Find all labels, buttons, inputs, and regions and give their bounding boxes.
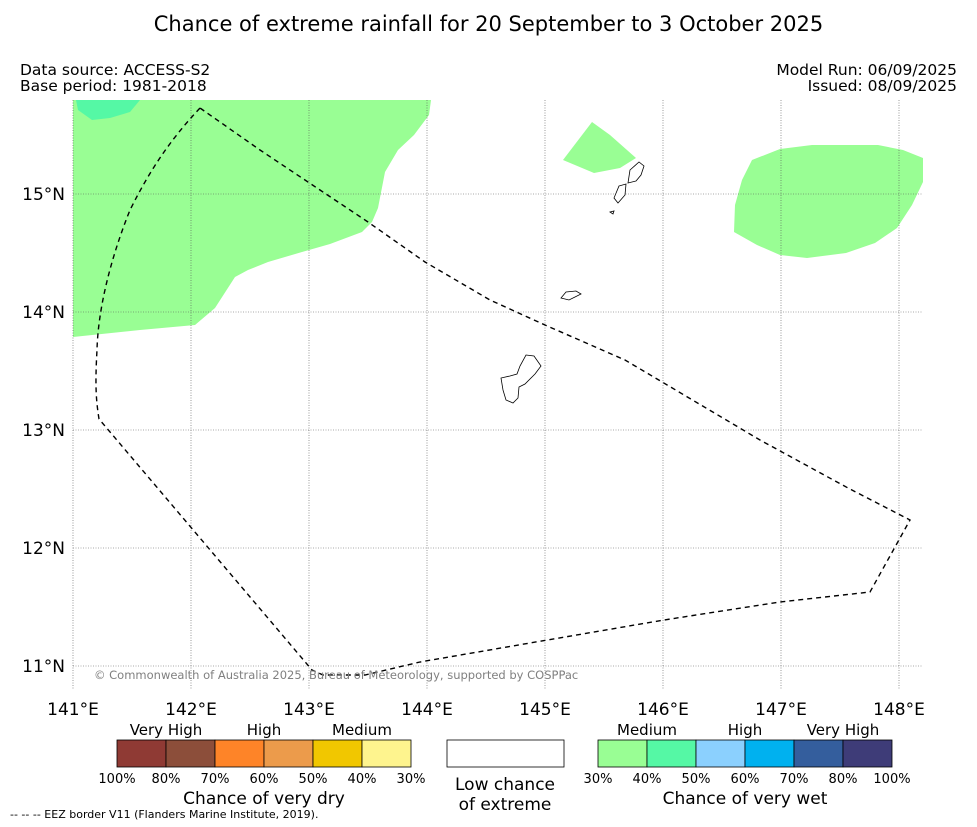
islands bbox=[500, 161, 645, 404]
gridlines bbox=[72, 100, 923, 690]
legend-dry-tick: 80% bbox=[152, 772, 181, 787]
legend-wet-tick: 80% bbox=[829, 772, 858, 787]
lat-label: 11°N bbox=[22, 657, 65, 677]
eez-footnote: -- -- -- EEZ border V11 (Flanders Marine… bbox=[10, 808, 319, 821]
lon-label: 141°E bbox=[47, 700, 99, 720]
legend-dry-swatch bbox=[312, 739, 363, 768]
legend-dry-header: Very High bbox=[130, 721, 203, 739]
lon-labels: 141°E 142°E 143°E 144°E 145°E 146°E 147°… bbox=[47, 700, 925, 720]
meta-left: Data source: ACCESS-S2 Base period: 1981… bbox=[20, 62, 210, 94]
island-aguijan bbox=[609, 210, 615, 215]
legend-low-swatch bbox=[446, 739, 565, 768]
legend-dry-header: High bbox=[247, 721, 281, 739]
model-run: Model Run: 06/09/2025 bbox=[776, 61, 957, 79]
map-title: Chance of extreme rainfall for 20 Septem… bbox=[153, 12, 824, 36]
legend-wet-swatch bbox=[646, 739, 697, 768]
wet-region-patch-high bbox=[76, 100, 140, 120]
wet-region-west bbox=[73, 100, 431, 337]
legend-wet-title: Chance of very wet bbox=[663, 789, 828, 809]
legend-wet-tick: 60% bbox=[731, 772, 760, 787]
lon-label: 148°E bbox=[873, 700, 925, 720]
wet-region-north bbox=[563, 122, 636, 173]
lon-label: 147°E bbox=[755, 700, 807, 720]
lat-label: 12°N bbox=[22, 539, 65, 559]
legend-dry-swatch bbox=[361, 739, 412, 768]
legend-wet-tick: 100% bbox=[873, 772, 910, 787]
legend-wet-tick: 40% bbox=[633, 772, 662, 787]
legend-wet-swatch bbox=[744, 739, 795, 768]
base-period: Base period: 1981-2018 bbox=[20, 77, 207, 95]
meta-right: Model Run: 06/09/2025 Issued: 08/09/2025 bbox=[776, 62, 957, 94]
data-source: Data source: ACCESS-S2 bbox=[20, 61, 211, 79]
map-panel: © Commonwealth of Australia 2025, Bureau… bbox=[72, 100, 923, 690]
legend-dry-tick: 60% bbox=[250, 772, 279, 787]
legend-wet-tick: 30% bbox=[584, 772, 613, 787]
legend-wet-tick: 70% bbox=[780, 772, 809, 787]
legend-wet-header: Medium bbox=[617, 721, 677, 739]
island-tinian bbox=[613, 183, 627, 204]
legend-dry-tick: 30% bbox=[397, 772, 426, 787]
legend-dry-swatch bbox=[214, 739, 265, 768]
legend-wet-swatch bbox=[695, 739, 746, 768]
legend-dry-swatch bbox=[116, 739, 167, 768]
island-rota bbox=[560, 290, 582, 301]
eez-border bbox=[95, 107, 911, 676]
lon-label: 143°E bbox=[283, 700, 335, 720]
legend-dry: Very High High Medium 100% 80% 70% 60% 50% 40… bbox=[98, 721, 425, 809]
copyright-notice: © Commonwealth of Australia 2025, Bureau… bbox=[94, 668, 578, 682]
legend-wet: Medium High Very High 30% 40% 50% 60% 70% 80%… bbox=[584, 721, 911, 809]
lon-label: 142°E bbox=[165, 700, 217, 720]
legend-dry-tick: 40% bbox=[348, 772, 377, 787]
lon-label: 146°E bbox=[637, 700, 689, 720]
legend-dry-swatch bbox=[165, 739, 216, 768]
legend-dry-header: Medium bbox=[332, 721, 392, 739]
island-saipan bbox=[627, 161, 645, 184]
issued-date: Issued: 08/09/2025 bbox=[807, 77, 957, 95]
legend-low-line2: of extreme bbox=[459, 795, 552, 815]
legend-dry-title: Chance of very dry bbox=[183, 789, 345, 809]
legend-wet-header: High bbox=[728, 721, 762, 739]
legend-dry-tick: 100% bbox=[98, 772, 135, 787]
legend-wet-tick: 50% bbox=[682, 772, 711, 787]
legend-dry-tick: 50% bbox=[299, 772, 328, 787]
lon-label: 145°E bbox=[519, 700, 571, 720]
lat-label: 14°N bbox=[22, 303, 65, 323]
island-guam bbox=[500, 354, 542, 404]
legend-dry-swatch bbox=[263, 739, 314, 768]
legend-dry-tick: 70% bbox=[201, 772, 230, 787]
legend-wet-swatch bbox=[793, 739, 844, 768]
lon-label: 144°E bbox=[401, 700, 453, 720]
legend-wet-header: Very High bbox=[807, 721, 880, 739]
lat-labels: 15°N 14°N 13°N 12°N 11°N bbox=[22, 185, 65, 677]
legend-wet-swatch bbox=[597, 739, 648, 768]
lat-label: 13°N bbox=[22, 421, 65, 441]
legend-low: Low chance of extreme bbox=[446, 739, 565, 815]
lat-label: 15°N bbox=[22, 185, 65, 205]
legend-wet-swatch bbox=[842, 739, 893, 768]
legend-low-line1: Low chance bbox=[455, 775, 555, 795]
wet-region-east bbox=[734, 145, 923, 258]
